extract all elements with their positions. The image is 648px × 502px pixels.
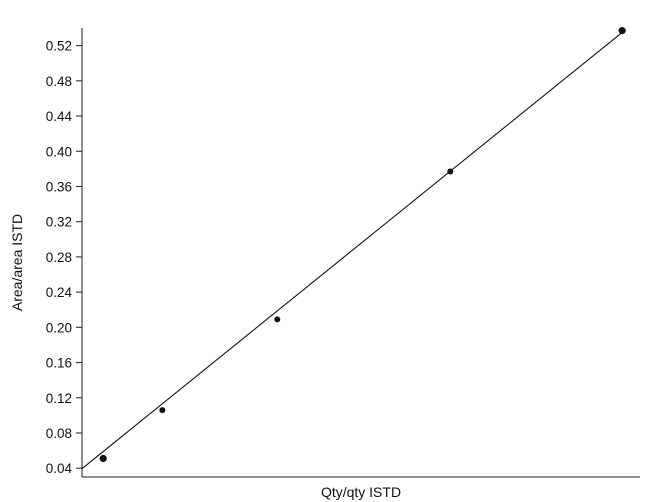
y-tick-label: 0.32: [46, 215, 72, 230]
axes: [81, 28, 640, 478]
y-tick-label: 0.36: [46, 179, 72, 194]
data-point: [274, 316, 281, 323]
y-tick-label: 0.52: [46, 39, 72, 54]
data-point: [618, 27, 626, 35]
fit-line-layer: [81, 31, 623, 470]
data-point: [99, 454, 107, 463]
y-tick-label: 0.24: [46, 285, 73, 300]
y-tick-label: 0.28: [46, 250, 72, 265]
y-tick-label: 0.40: [46, 144, 72, 159]
x-axis-title: Qty/qty ISTD: [321, 484, 401, 500]
y-tick-label: 0.44: [46, 109, 73, 124]
data-point: [159, 407, 166, 414]
data-points: [99, 27, 626, 463]
y-tick-label: 0.08: [46, 426, 72, 441]
y-axis-title: Area/area ISTD: [9, 214, 25, 311]
y-tick-label: 0.48: [46, 74, 72, 89]
y-tick-label: 0.04: [46, 461, 73, 476]
fit-line: [81, 31, 623, 470]
y-tick-label: 0.16: [46, 356, 72, 371]
data-point: [447, 168, 454, 175]
y-tick-label: 0.12: [46, 391, 72, 406]
y-tick-label: 0.20: [46, 320, 72, 335]
y-axis-ticks: 0.04 0.08 0.12 0.16 0.20 0.24 0.28 0.32 0.36 0.40…: [46, 39, 82, 476]
